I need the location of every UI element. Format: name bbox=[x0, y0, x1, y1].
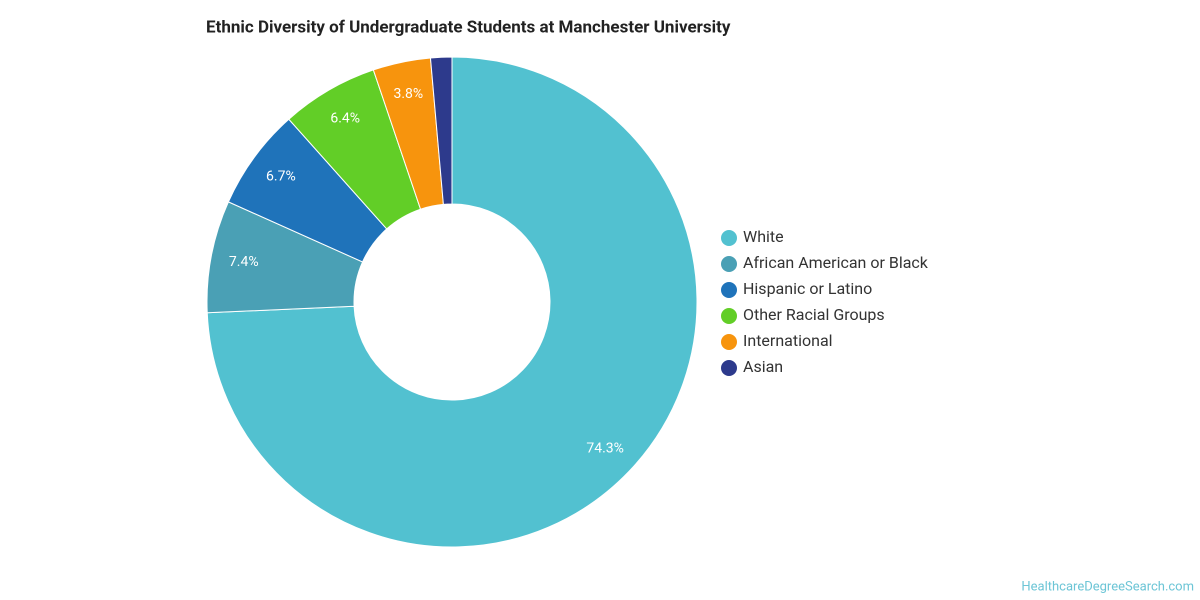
legend-label: Other Racial Groups bbox=[743, 305, 885, 324]
value-label: 3.8% bbox=[394, 86, 424, 102]
legend-label: Asian bbox=[743, 357, 783, 376]
legend-label: African American or Black bbox=[743, 253, 929, 272]
slice bbox=[429, 56, 453, 205]
legend-marker bbox=[721, 256, 737, 272]
legend-marker bbox=[721, 308, 737, 324]
value-label: 6.7% bbox=[266, 169, 296, 185]
chart-title: Ethnic Diversity of Undergraduate Studen… bbox=[206, 17, 731, 37]
source: HealthcareDegreeSearch.com bbox=[1021, 579, 1194, 594]
legend-label: Hispanic or Latino bbox=[743, 279, 872, 298]
legend-label: International bbox=[743, 331, 833, 350]
value-label: 74.3% bbox=[586, 440, 624, 456]
legend-marker bbox=[721, 230, 737, 246]
value-label: 6.4% bbox=[330, 111, 360, 127]
legend-marker bbox=[721, 282, 737, 298]
value-label: 7.4% bbox=[229, 254, 259, 270]
legend-marker bbox=[721, 334, 737, 350]
legend-marker bbox=[721, 360, 737, 376]
legend-label: White bbox=[743, 227, 784, 246]
slice bbox=[206, 56, 698, 548]
